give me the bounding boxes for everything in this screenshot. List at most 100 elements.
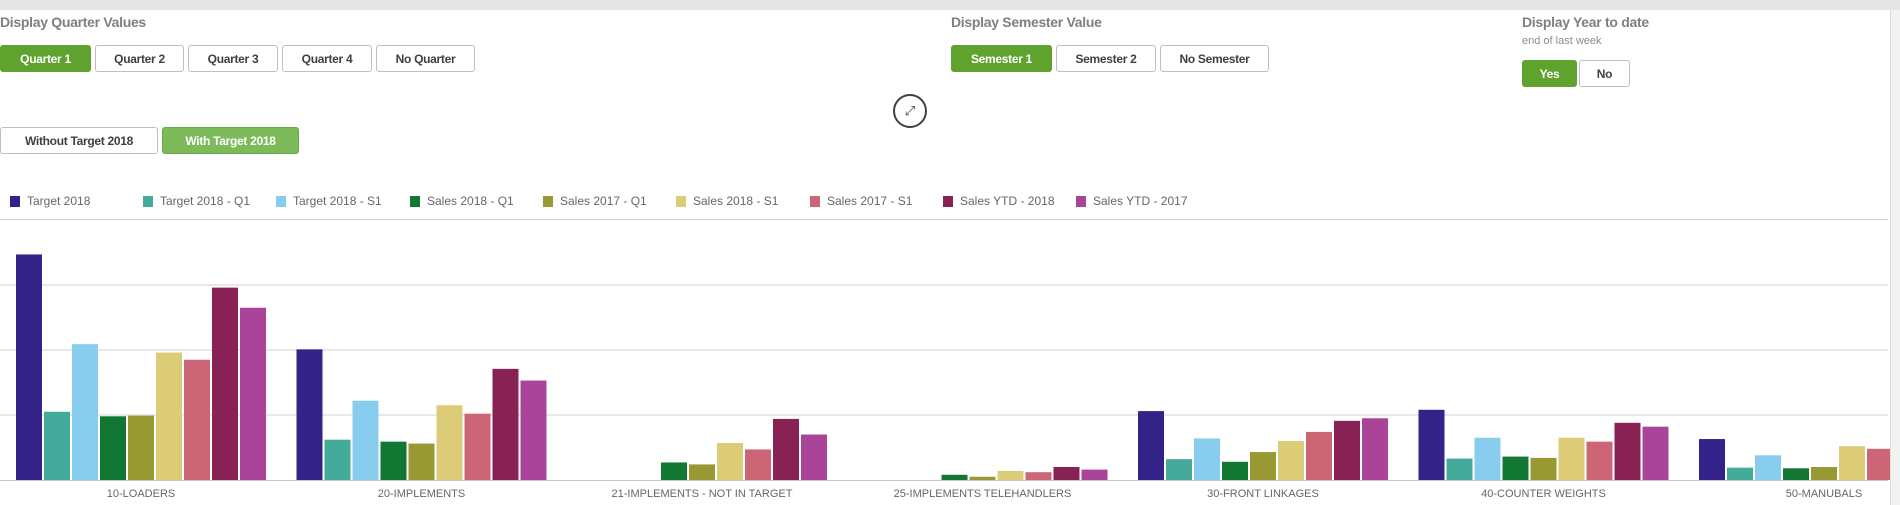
bar: [1783, 468, 1809, 480]
legend-swatch: [276, 195, 286, 207]
legend-item[interactable]: Sales 2018 - S1: [676, 194, 778, 208]
quarter-1-button[interactable]: Quarter 1: [0, 45, 91, 72]
bar: [661, 462, 687, 480]
legend-swatch: [1076, 195, 1086, 207]
bar: [520, 380, 547, 480]
legend-label: Sales 2018 - S1: [693, 194, 779, 208]
semester-title: Display Semester Value: [951, 14, 1102, 30]
x-tick-label: 20-IMPLEMENTS: [378, 488, 465, 500]
expand-arrows-icon[interactable]: ⤢: [893, 94, 927, 128]
bar: [773, 418, 799, 480]
bar: [717, 442, 743, 480]
legend-label: Sales 2017 - Q1: [560, 194, 647, 208]
bar: [492, 368, 519, 480]
bar: [801, 434, 827, 480]
x-tick-label: 30-FRONT LINKAGES: [1207, 488, 1319, 500]
legend-item[interactable]: Sales 2017 - S1: [810, 194, 912, 208]
without-target-button[interactable]: Without Target 2018: [0, 127, 158, 154]
x-tick-label: 21-IMPLEMENTS - NOT IN TARGET: [612, 488, 793, 500]
ytd-subtitle: end of last week: [1522, 35, 1602, 47]
legend-label: Target 2018 - Q1: [160, 194, 251, 208]
bar: [212, 287, 238, 480]
bar: [16, 254, 42, 480]
bar: [1306, 431, 1332, 480]
legend-swatch: [410, 195, 420, 207]
legend-divider: [0, 219, 1888, 220]
bar: [464, 413, 491, 480]
legend-item[interactable]: Sales YTD - 2018: [943, 194, 1055, 208]
top-bar: [0, 0, 1900, 10]
bar: [1446, 458, 1473, 480]
ytd-no-button[interactable]: No: [1579, 60, 1630, 87]
bar-chart: 10-LOADERS 20-IMPLEMENTS 21-IMPLEMENTS - N…: [0, 254, 1890, 500]
legend-item[interactable]: Sales 2017 - Q1: [543, 194, 647, 208]
legend-item[interactable]: Sales YTD - 2017: [1076, 194, 1188, 208]
bar: [1530, 457, 1557, 480]
ytd-yes-button[interactable]: Yes: [1522, 60, 1577, 87]
bar: [1250, 452, 1276, 480]
bar: [1334, 420, 1360, 480]
bar: [296, 349, 323, 480]
semester-1-button[interactable]: Semester 1: [951, 45, 1052, 72]
legend-item[interactable]: Target 2018 - Q1: [143, 194, 250, 208]
bar: [1025, 472, 1052, 480]
x-tick-label: 50-MANUBALS: [1786, 488, 1862, 500]
bar: [380, 441, 407, 480]
bar: [1362, 418, 1388, 480]
legend-label: Sales YTD - 2017: [1093, 194, 1188, 208]
bar: [128, 415, 154, 480]
bar: [1867, 448, 1890, 480]
legend-label: Sales 2017 - S1: [827, 194, 913, 208]
x-tick-label: 25-IMPLEMENTS TELEHANDLERS: [894, 488, 1072, 500]
bar: [941, 474, 968, 480]
bar: [1138, 411, 1164, 480]
quarter-2-button[interactable]: Quarter 2: [95, 45, 184, 72]
legend-swatch: [676, 195, 686, 207]
bar: [689, 464, 715, 480]
bar: [352, 400, 379, 480]
no-quarter-button[interactable]: No Quarter: [376, 45, 475, 72]
bar: [1586, 441, 1613, 480]
scrollbar[interactable]: [1890, 10, 1900, 505]
bar: [408, 443, 435, 480]
bar: [1839, 446, 1865, 480]
bar: [1755, 455, 1781, 480]
bar: [1194, 438, 1220, 480]
bar: [240, 307, 266, 480]
bar: [1053, 467, 1080, 480]
bar: [1642, 426, 1669, 480]
legend-swatch: [943, 195, 953, 207]
quarter-title: Display Quarter Values: [0, 14, 146, 30]
legend-label: Target 2018: [27, 194, 91, 208]
bar: [184, 359, 210, 480]
bar: [1699, 439, 1725, 480]
bar: [1081, 469, 1108, 480]
bar: [1558, 437, 1585, 480]
legend-swatch: [543, 195, 553, 207]
bar: [1811, 467, 1837, 480]
legend-item[interactable]: Target 2018: [10, 194, 90, 208]
legend-item[interactable]: Sales 2018 - Q1: [410, 194, 514, 208]
quarter-3-button[interactable]: Quarter 3: [188, 45, 278, 72]
bar: [100, 416, 126, 480]
bar: [1727, 467, 1753, 480]
x-tick-label: 10-LOADERS: [107, 488, 175, 500]
legend-item[interactable]: Target 2018 - S1: [276, 194, 382, 208]
legend-label: Sales YTD - 2018: [960, 194, 1055, 208]
no-semester-button[interactable]: No Semester: [1160, 45, 1269, 72]
quarter-4-button[interactable]: Quarter 4: [282, 45, 372, 72]
bar: [156, 352, 182, 480]
bar: [1502, 456, 1529, 480]
bar: [1418, 409, 1445, 480]
bar: [72, 344, 98, 480]
semester-2-button[interactable]: Semester 2: [1056, 45, 1156, 72]
bar: [997, 470, 1024, 480]
bar: [1166, 459, 1192, 480]
with-target-button[interactable]: With Target 2018: [162, 127, 299, 154]
bar: [436, 405, 463, 480]
bar: [44, 411, 70, 480]
bar: [1614, 422, 1641, 480]
legend-label: Sales 2018 - Q1: [427, 194, 514, 208]
legend-swatch: [10, 195, 20, 207]
legend-swatch: [810, 195, 820, 207]
